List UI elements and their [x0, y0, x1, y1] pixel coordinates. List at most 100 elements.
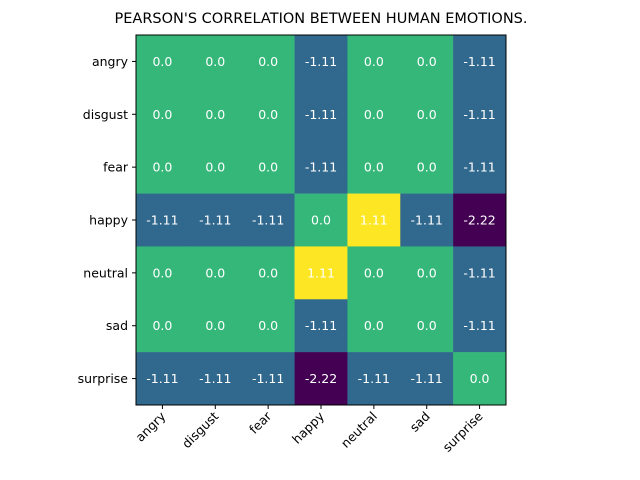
- y-tick-label: fear: [103, 160, 129, 175]
- heatmap-cell: [188, 299, 243, 353]
- heatmap-cell: [453, 87, 507, 142]
- heatmap-cell: [400, 352, 454, 406]
- cell-value-label: 0.0: [205, 107, 225, 122]
- heatmap-cell: [453, 140, 507, 194]
- cell-value-label: -1.11: [463, 54, 495, 69]
- cell-value-label: 0.0: [152, 160, 172, 175]
- cell-value-label: -1.11: [463, 318, 495, 333]
- heatmap-cell: [136, 299, 190, 353]
- y-tick-label: happy: [89, 213, 128, 228]
- cell-value-label: -1.11: [305, 107, 337, 122]
- heatmap-cell: [241, 193, 295, 247]
- cell-value-label: -1.11: [411, 213, 443, 228]
- heatmap-cell: [136, 193, 190, 247]
- heatmap-cell: [453, 246, 507, 300]
- cell-value-label: 0.0: [205, 265, 225, 280]
- cell-value-label: 0.0: [258, 318, 278, 333]
- cell-value-label: 0.0: [364, 107, 384, 122]
- heatmap-cell: [294, 35, 348, 89]
- cell-value-label: 0.0: [205, 318, 225, 333]
- heatmap-cell: [294, 140, 348, 194]
- cell-value-label: 1.11: [307, 265, 335, 280]
- heatmap-cell: [294, 87, 348, 142]
- x-tick-label: happy: [289, 408, 328, 447]
- cell-value-label: 0.0: [417, 54, 437, 69]
- cell-value-label: 0.0: [258, 107, 278, 122]
- cell-value-label: -1.11: [305, 54, 337, 69]
- heatmap-cell: [241, 87, 295, 142]
- heatmap-cell: [400, 299, 454, 353]
- cell-value-label: -1.11: [305, 160, 337, 175]
- x-tick-label: sad: [407, 409, 433, 435]
- y-tick-label: angry: [92, 54, 129, 69]
- cell-value-label: -1.11: [252, 371, 284, 386]
- heatmap-cell: [347, 193, 401, 247]
- heatmap-cell: [136, 140, 190, 194]
- heatmap-cell: [136, 352, 190, 406]
- heatmap-cell: [188, 246, 243, 300]
- cell-value-label: 0.0: [364, 54, 384, 69]
- heatmap-cell: [453, 193, 507, 247]
- x-tick-label: disgust: [179, 408, 222, 451]
- chart-title: PEARSON'S CORRELATION BETWEEN HUMAN EMOT…: [114, 11, 528, 27]
- heatmap-cell: [136, 35, 190, 89]
- heatmap-cell: [347, 246, 401, 300]
- heatmap-cell: [294, 352, 348, 406]
- heatmap-cell: [347, 87, 401, 142]
- heatmap-cell: [400, 193, 454, 247]
- heatmap-cell: [294, 299, 348, 353]
- x-tick-label: neutral: [338, 409, 380, 451]
- cell-value-label: -1.11: [199, 213, 231, 228]
- y-tick-label: neutral: [83, 265, 128, 280]
- heatmap-cell: [188, 35, 243, 89]
- x-tick-label: angry: [132, 408, 169, 445]
- heatmap-cell: [136, 246, 190, 300]
- heatmap-cell: [400, 87, 454, 142]
- cell-value-label: 0.0: [205, 54, 225, 69]
- cell-value-label: 0.0: [417, 265, 437, 280]
- heatmap-cell: [453, 352, 507, 406]
- cell-value-label: -1.11: [146, 213, 178, 228]
- heatmap-cell: [294, 193, 348, 247]
- heatmap-cell: [241, 352, 295, 406]
- cell-value-label: 0.0: [311, 213, 331, 228]
- heatmap-cell: [400, 246, 454, 300]
- heatmap-cell: [241, 140, 295, 194]
- cell-value-label: 0.0: [417, 318, 437, 333]
- heatmap-cell: [400, 35, 454, 89]
- cell-value-label: -1.11: [358, 371, 390, 386]
- y-tick-label: surprise: [78, 371, 129, 386]
- heatmap-cell: [241, 246, 295, 300]
- cell-value-label: 0.0: [470, 371, 490, 386]
- heatmap-cell: [347, 299, 401, 353]
- cell-value-label: -1.11: [199, 371, 231, 386]
- heatmap-cell: [294, 246, 348, 300]
- heatmap-cell: [188, 352, 243, 406]
- cell-value-label: 0.0: [417, 107, 437, 122]
- cell-value-label: 0.0: [258, 54, 278, 69]
- cell-value-label: 0.0: [152, 318, 172, 333]
- cell-value-label: 1.11: [360, 213, 388, 228]
- cell-value-label: -1.11: [411, 371, 443, 386]
- cell-value-label: -1.11: [305, 318, 337, 333]
- cell-value-label: 0.0: [152, 265, 172, 280]
- cell-value-label: -2.22: [463, 213, 495, 228]
- cell-value-label: -1.11: [463, 265, 495, 280]
- cell-value-label: 0.0: [364, 318, 384, 333]
- cell-value-label: 0.0: [364, 265, 384, 280]
- heatmap-cell: [453, 299, 507, 353]
- heatmap-cell: [347, 352, 401, 406]
- heatmap-cell: [188, 193, 243, 247]
- cell-value-label: 0.0: [258, 265, 278, 280]
- cell-value-label: -1.11: [463, 160, 495, 175]
- cell-value-label: -2.22: [305, 371, 337, 386]
- y-tick-label: sad: [106, 318, 128, 333]
- cell-value-label: 0.0: [258, 160, 278, 175]
- heatmap-cell: [453, 35, 507, 89]
- heatmap-cell: [241, 35, 295, 89]
- cell-value-label: 0.0: [417, 160, 437, 175]
- cell-value-label: 0.0: [152, 54, 172, 69]
- heatmap-cell: [188, 87, 243, 142]
- heatmap-cell: [241, 299, 295, 353]
